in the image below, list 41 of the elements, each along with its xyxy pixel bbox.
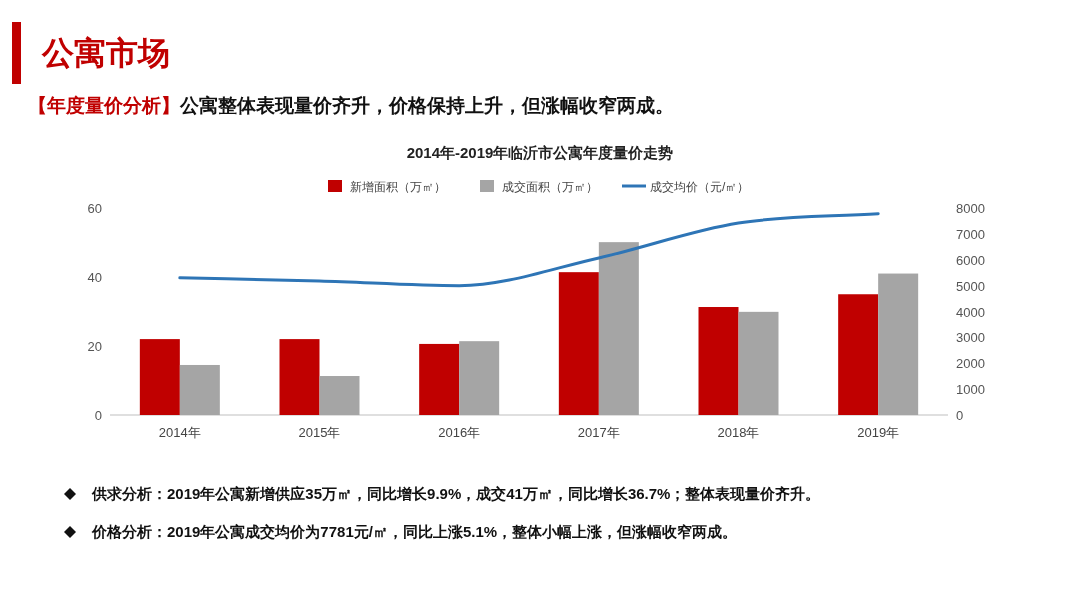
legend-label: 成交面积（万㎡） [502,180,598,194]
bar [838,294,879,415]
x-tick-label: 2019年 [857,425,900,440]
legend-label: 新增面积（万㎡） [350,180,446,194]
y2-tick-label: 2000 [956,356,985,372]
y2-tick-label: 1000 [956,382,985,398]
bar [558,272,599,415]
x-tick-label: 2015年 [298,425,341,440]
y-tick-label: 0 [94,408,102,423]
bar [459,341,500,415]
bar [738,311,779,415]
y-tick-label: 20 [87,339,102,354]
legend-label: 成交均价（元/㎡） [650,180,750,194]
text: 供求分析：2019年公寓新增供应35万㎡，同比增长9.9%，成交41万㎡，同比增长36.7%；整体表现量价齐升。 [91,485,821,502]
text: 【年度量价分析】 [28,95,180,116]
x-tick-label: 2018年 [717,425,760,440]
text: 公寓市场 [41,35,170,71]
x-tick-label: 2016年 [438,425,481,440]
bar [878,273,919,415]
y2-tick-label: 6000 [956,252,985,268]
bar [319,376,360,415]
bar [419,343,460,415]
y2-tick-label: 3000 [956,330,985,346]
y2-tick-label: 4000 [956,304,985,320]
bar [698,307,739,415]
line-series [178,212,880,288]
x-tick-label: 2014年 [158,425,201,440]
y2-tick-label: 8000 [956,201,985,216]
y2-tick-label: 5000 [956,278,985,294]
bar [179,364,220,415]
bar [139,339,180,415]
text: 价格分析：2019年公寓成交均价为7781元/㎡，同比上涨5.1%，整体小幅上涨，但涨幅收窄两成。 [91,523,738,540]
y-tick-label: 60 [87,201,102,216]
x-tick-label: 2017年 [577,425,620,440]
bar [598,242,639,415]
y2-tick-label: 0 [956,408,964,423]
chart-title: 2014年-2019年临沂市公寓年度量价走势 [406,144,674,161]
text: 公寓整体表现量价齐升，价格保持上升，但涨幅收窄两成。 [179,95,674,116]
y-tick-label: 40 [87,270,102,285]
bar [279,339,320,415]
y2-tick-label: 7000 [956,226,985,242]
